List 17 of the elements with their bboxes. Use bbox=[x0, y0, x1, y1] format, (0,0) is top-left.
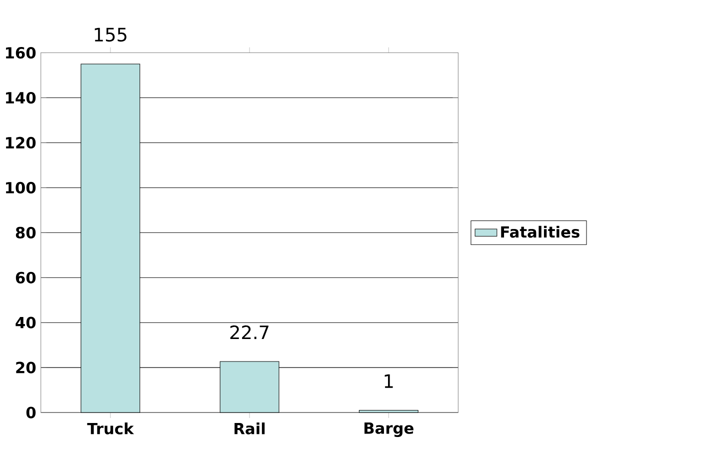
data-label: 1 bbox=[384, 374, 393, 388]
y-tick-label: 100 bbox=[6, 182, 36, 194]
x-tick-label: Rail bbox=[234, 422, 265, 434]
y-tick-label: 40 bbox=[16, 316, 36, 328]
legend-label: Fatalities bbox=[501, 226, 580, 238]
y-tick-label: 60 bbox=[16, 272, 36, 284]
x-tick-label: Truck bbox=[87, 422, 134, 434]
y-tick-label: 140 bbox=[6, 92, 36, 104]
data-label: 155 bbox=[94, 28, 126, 42]
x-tick-label: Barge bbox=[364, 422, 414, 438]
y-tick-label: 80 bbox=[16, 226, 36, 238]
y-tick-label: 20 bbox=[16, 362, 36, 374]
y-tick-label: 160 bbox=[6, 46, 36, 59]
data-label: 22.7 bbox=[230, 325, 268, 340]
y-tick-label: 0 bbox=[26, 406, 36, 418]
bar bbox=[358, 410, 418, 413]
y-tick-label: 120 bbox=[6, 136, 36, 149]
